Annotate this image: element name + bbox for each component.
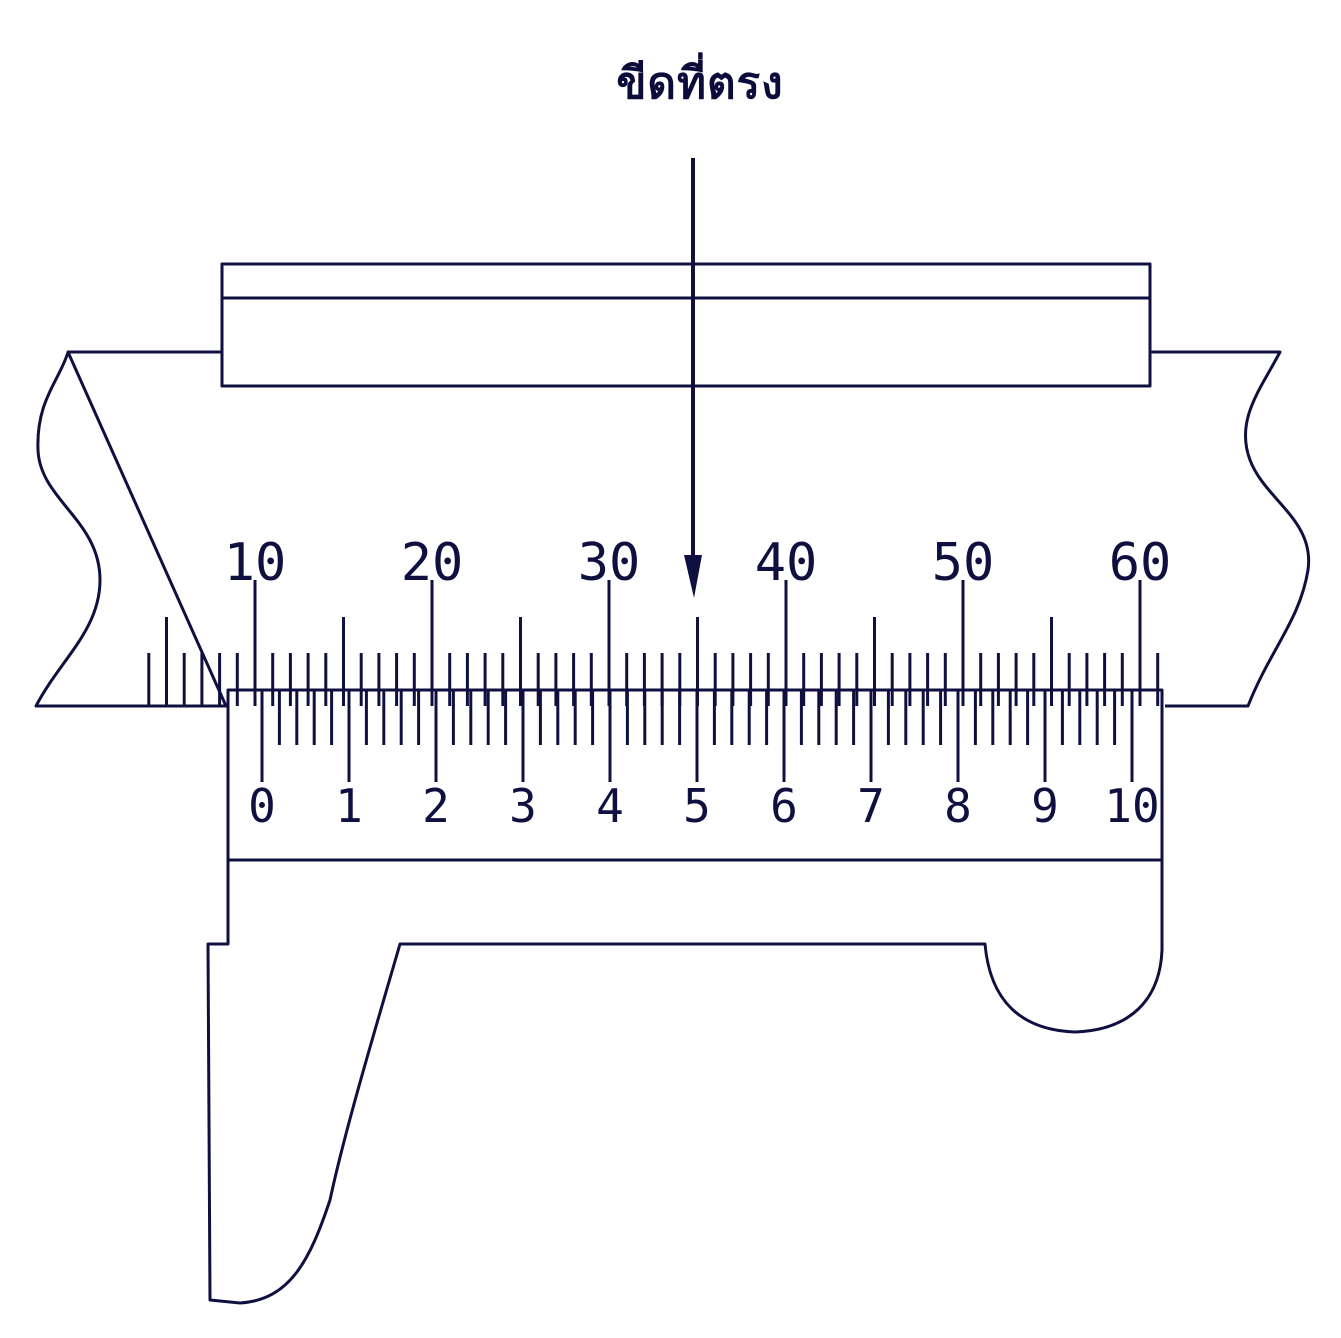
main-scale-label: 20 <box>401 533 464 593</box>
vernier-scale-label: 7 <box>857 779 885 833</box>
vernier-scale-label: 0 <box>248 779 276 833</box>
vernier-slider <box>206 688 1164 1305</box>
main-scale-label: 40 <box>755 533 818 593</box>
vernier-scale: 0 1 2 3 4 5 6 7 8 9 10 <box>248 690 1160 833</box>
vernier-scale-label: 1 <box>335 779 363 833</box>
vernier-scale-label: 8 <box>944 779 972 833</box>
main-scale-label: 10 <box>224 533 287 593</box>
vernier-scale-label: 3 <box>509 779 537 833</box>
main-scale: 10 20 30 40 50 60 <box>147 533 1172 706</box>
annotation-label: ขีดที่ตรง <box>616 58 784 109</box>
vernier-scale-label: 6 <box>770 779 798 833</box>
vernier-scale-label: 5 <box>683 779 711 833</box>
vernier-scale-label: 10 <box>1104 779 1159 833</box>
vernier-scale-label: 2 <box>422 779 450 833</box>
main-scale-label: 30 <box>578 533 641 593</box>
upper-slider <box>220 262 1152 388</box>
pointer-arrow <box>684 158 702 598</box>
vernier-scale-label: 4 <box>596 779 624 833</box>
main-beam <box>34 350 1311 708</box>
main-scale-label: 50 <box>932 533 995 593</box>
main-scale-label: 60 <box>1109 533 1172 593</box>
vernier-scale-label: 9 <box>1031 779 1059 833</box>
